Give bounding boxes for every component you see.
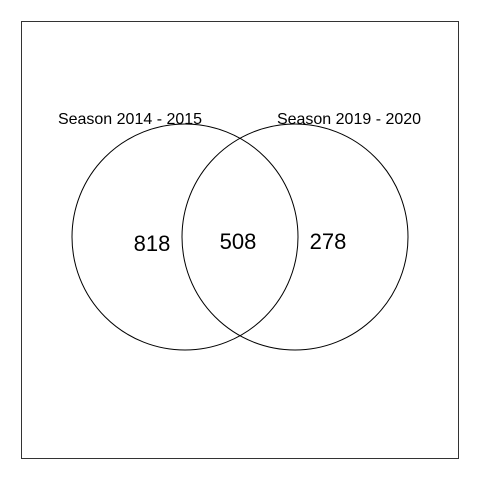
- set-circle-season-2019-2020: [181, 123, 409, 351]
- set-circle-season-2014-2015: [71, 123, 299, 351]
- set-label-season-2019-2020: Season 2019 - 2020: [277, 111, 421, 128]
- set-label-season-2014-2015: Season 2014 - 2015: [58, 111, 202, 128]
- region-count-only-2014-2015: 818: [134, 231, 171, 256]
- region-count-intersection: 508: [220, 229, 257, 254]
- region-count-only-2019-2020: 278: [310, 229, 347, 254]
- diagram-frame: [21, 21, 459, 459]
